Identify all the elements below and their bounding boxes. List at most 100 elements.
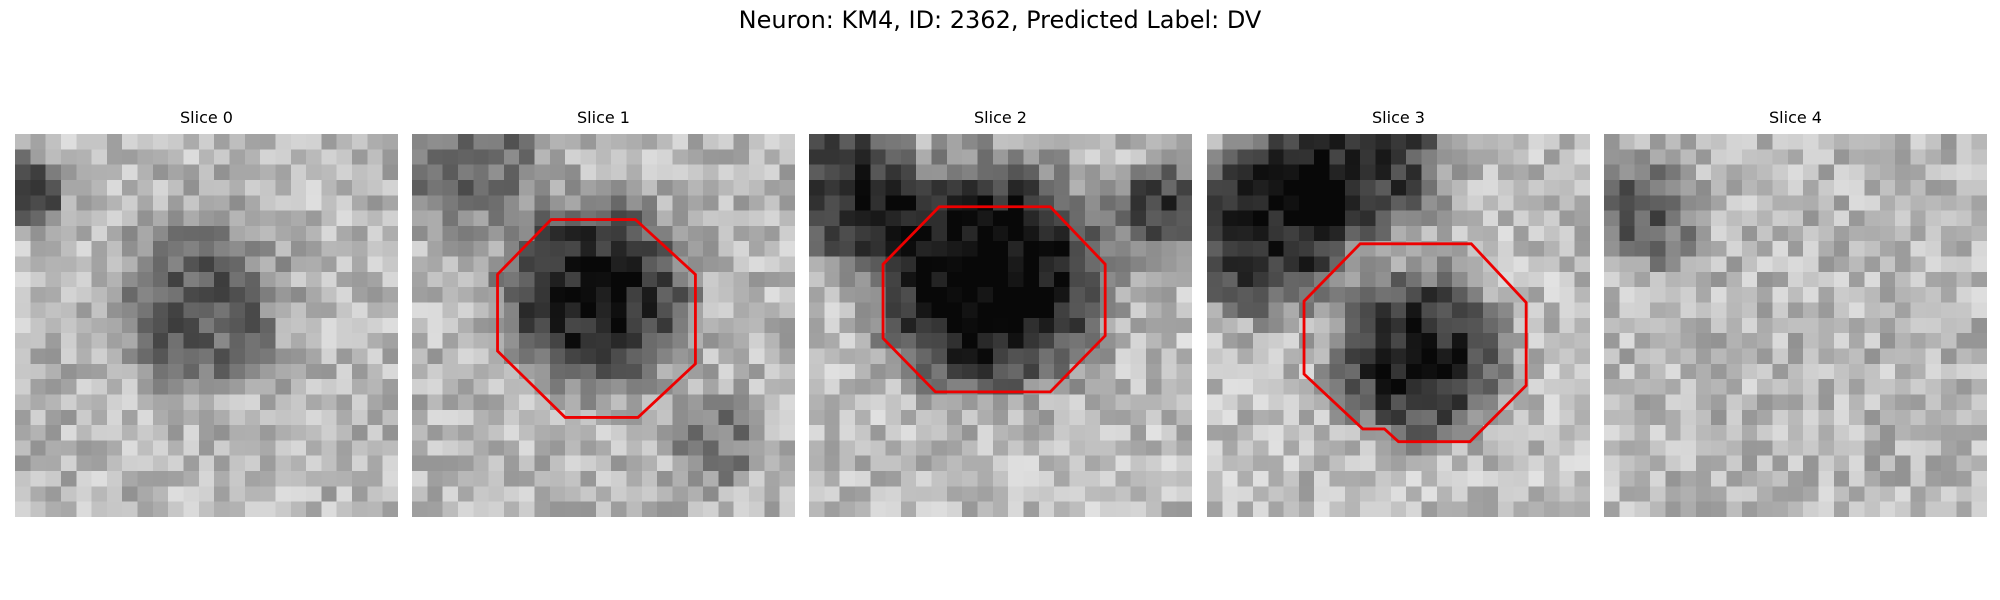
pixel [870,348,886,365]
pixel [473,501,489,517]
pixel [1161,241,1177,257]
pixel [809,149,825,165]
pixel [1130,179,1147,196]
pixel [1772,501,1789,517]
pixel [977,256,994,273]
pixel [1222,271,1238,288]
pixel [1864,302,1881,319]
pixel [198,287,215,303]
pixel [1329,195,1346,211]
pixel [1084,455,1101,472]
pixel [352,149,368,165]
pixel [1574,210,1590,227]
pixel [1833,134,1850,150]
pixel [198,348,215,365]
pixel [15,409,31,426]
pixel [229,179,246,196]
pixel [1649,486,1666,502]
pixel [1176,149,1192,165]
pixel [1375,379,1392,395]
pixel [382,363,398,380]
pixel [1849,179,1865,196]
pixel [916,317,932,334]
pixel [152,363,169,380]
pixel [1054,164,1070,181]
slice-image [15,134,398,517]
pixel [1038,271,1055,288]
pixel [1895,379,1911,395]
pixel [106,287,123,303]
pixel [1803,210,1819,227]
pixel [824,363,840,380]
pixel [1604,287,1620,303]
pixel [703,287,719,303]
pixel [1665,501,1681,517]
pixel [152,302,169,319]
pixel [15,333,31,349]
pixel [519,225,535,242]
pixel [854,486,871,502]
pixel [1528,195,1545,211]
pixel [1436,486,1453,502]
pixel [1084,348,1101,365]
pixel [1803,363,1819,380]
pixel [1054,363,1070,380]
pixel [916,164,932,181]
pixel [122,195,138,211]
pixel [60,134,77,150]
pixel [1100,471,1116,487]
pixel [1498,179,1514,196]
pixel [672,501,689,517]
pixel [442,134,459,150]
pixel [1528,471,1545,487]
pixel [1298,409,1315,426]
pixel [1879,164,1896,181]
pixel [1482,317,1499,334]
pixel [1634,210,1651,227]
pixel [488,363,505,380]
panel-title: Slice 1 [577,108,630,127]
pixel [1421,363,1438,380]
pixel [1329,455,1346,472]
pixel [1436,363,1453,380]
pixel [1941,271,1957,288]
pixel [30,149,46,165]
pixel [1084,333,1101,349]
pixel [687,164,704,181]
pixel [1008,440,1024,456]
pixel [168,195,184,211]
pixel [885,302,902,319]
pixel [1084,134,1101,150]
pixel [870,455,886,472]
pixel [1283,210,1300,227]
pixel [657,394,673,411]
pixel [1833,302,1850,319]
pixel [1207,179,1223,196]
pixel [1390,134,1407,150]
pixel [931,179,948,196]
pixel [275,455,292,472]
pixel [45,394,62,411]
pixel [611,225,627,242]
pixel [764,348,780,365]
pixel [839,471,856,487]
pixel [1084,486,1101,502]
pixel [854,348,871,365]
pixel [565,379,581,395]
pixel [352,471,368,487]
pixel [1879,317,1896,334]
pixel [1803,256,1819,273]
pixel [15,348,31,365]
pixel [1467,302,1484,319]
pixel [1634,164,1651,181]
pixel [1711,486,1727,502]
pixel [1849,317,1865,334]
pixel [1574,425,1590,441]
pixel [1559,440,1575,456]
pixel [1329,348,1346,365]
pixel [1787,409,1804,426]
pixel [641,348,658,365]
pixel [45,409,62,426]
pixel [1695,363,1712,380]
pixel [962,440,978,456]
